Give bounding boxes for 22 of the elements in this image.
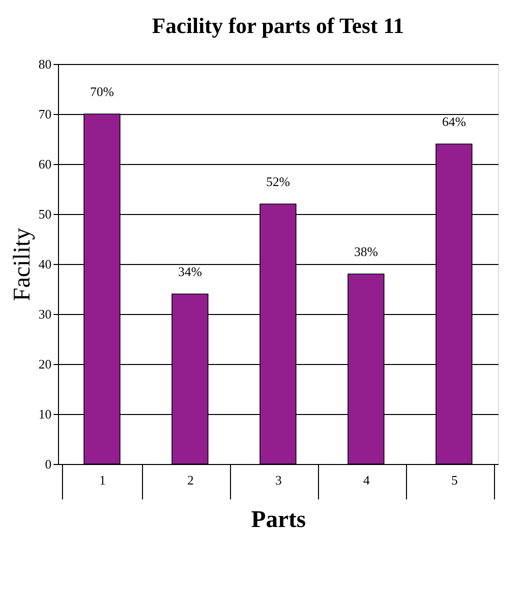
- y-tick-label: 0: [45, 456, 52, 472]
- data-label: 70%: [90, 84, 114, 99]
- x-tick-label: 1: [99, 472, 106, 488]
- y-tick-label: 50: [38, 206, 52, 222]
- y-tick-label: 20: [38, 356, 52, 372]
- x-tick-label: 3: [275, 472, 282, 488]
- data-label: 64%: [442, 114, 466, 129]
- y-tick-label: 80: [38, 56, 52, 72]
- x-axis-title: Parts: [251, 507, 306, 533]
- chart-title: Facility for parts of Test 11: [152, 13, 404, 38]
- y-tick-label: 10: [38, 406, 52, 422]
- y-tick-label: 70: [38, 106, 52, 122]
- data-label: 34%: [178, 264, 202, 279]
- data-label: 52%: [266, 174, 290, 189]
- x-tick-label: 2: [187, 472, 194, 488]
- y-tick-label: 40: [38, 256, 52, 272]
- data-label: 38%: [354, 244, 378, 259]
- y-tick-label: 60: [38, 156, 52, 172]
- y-tick-label: 30: [38, 306, 52, 322]
- x-tick-label: 5: [451, 472, 458, 488]
- y-axis-title: Facility: [10, 228, 36, 302]
- x-tick-label: 4: [363, 472, 370, 488]
